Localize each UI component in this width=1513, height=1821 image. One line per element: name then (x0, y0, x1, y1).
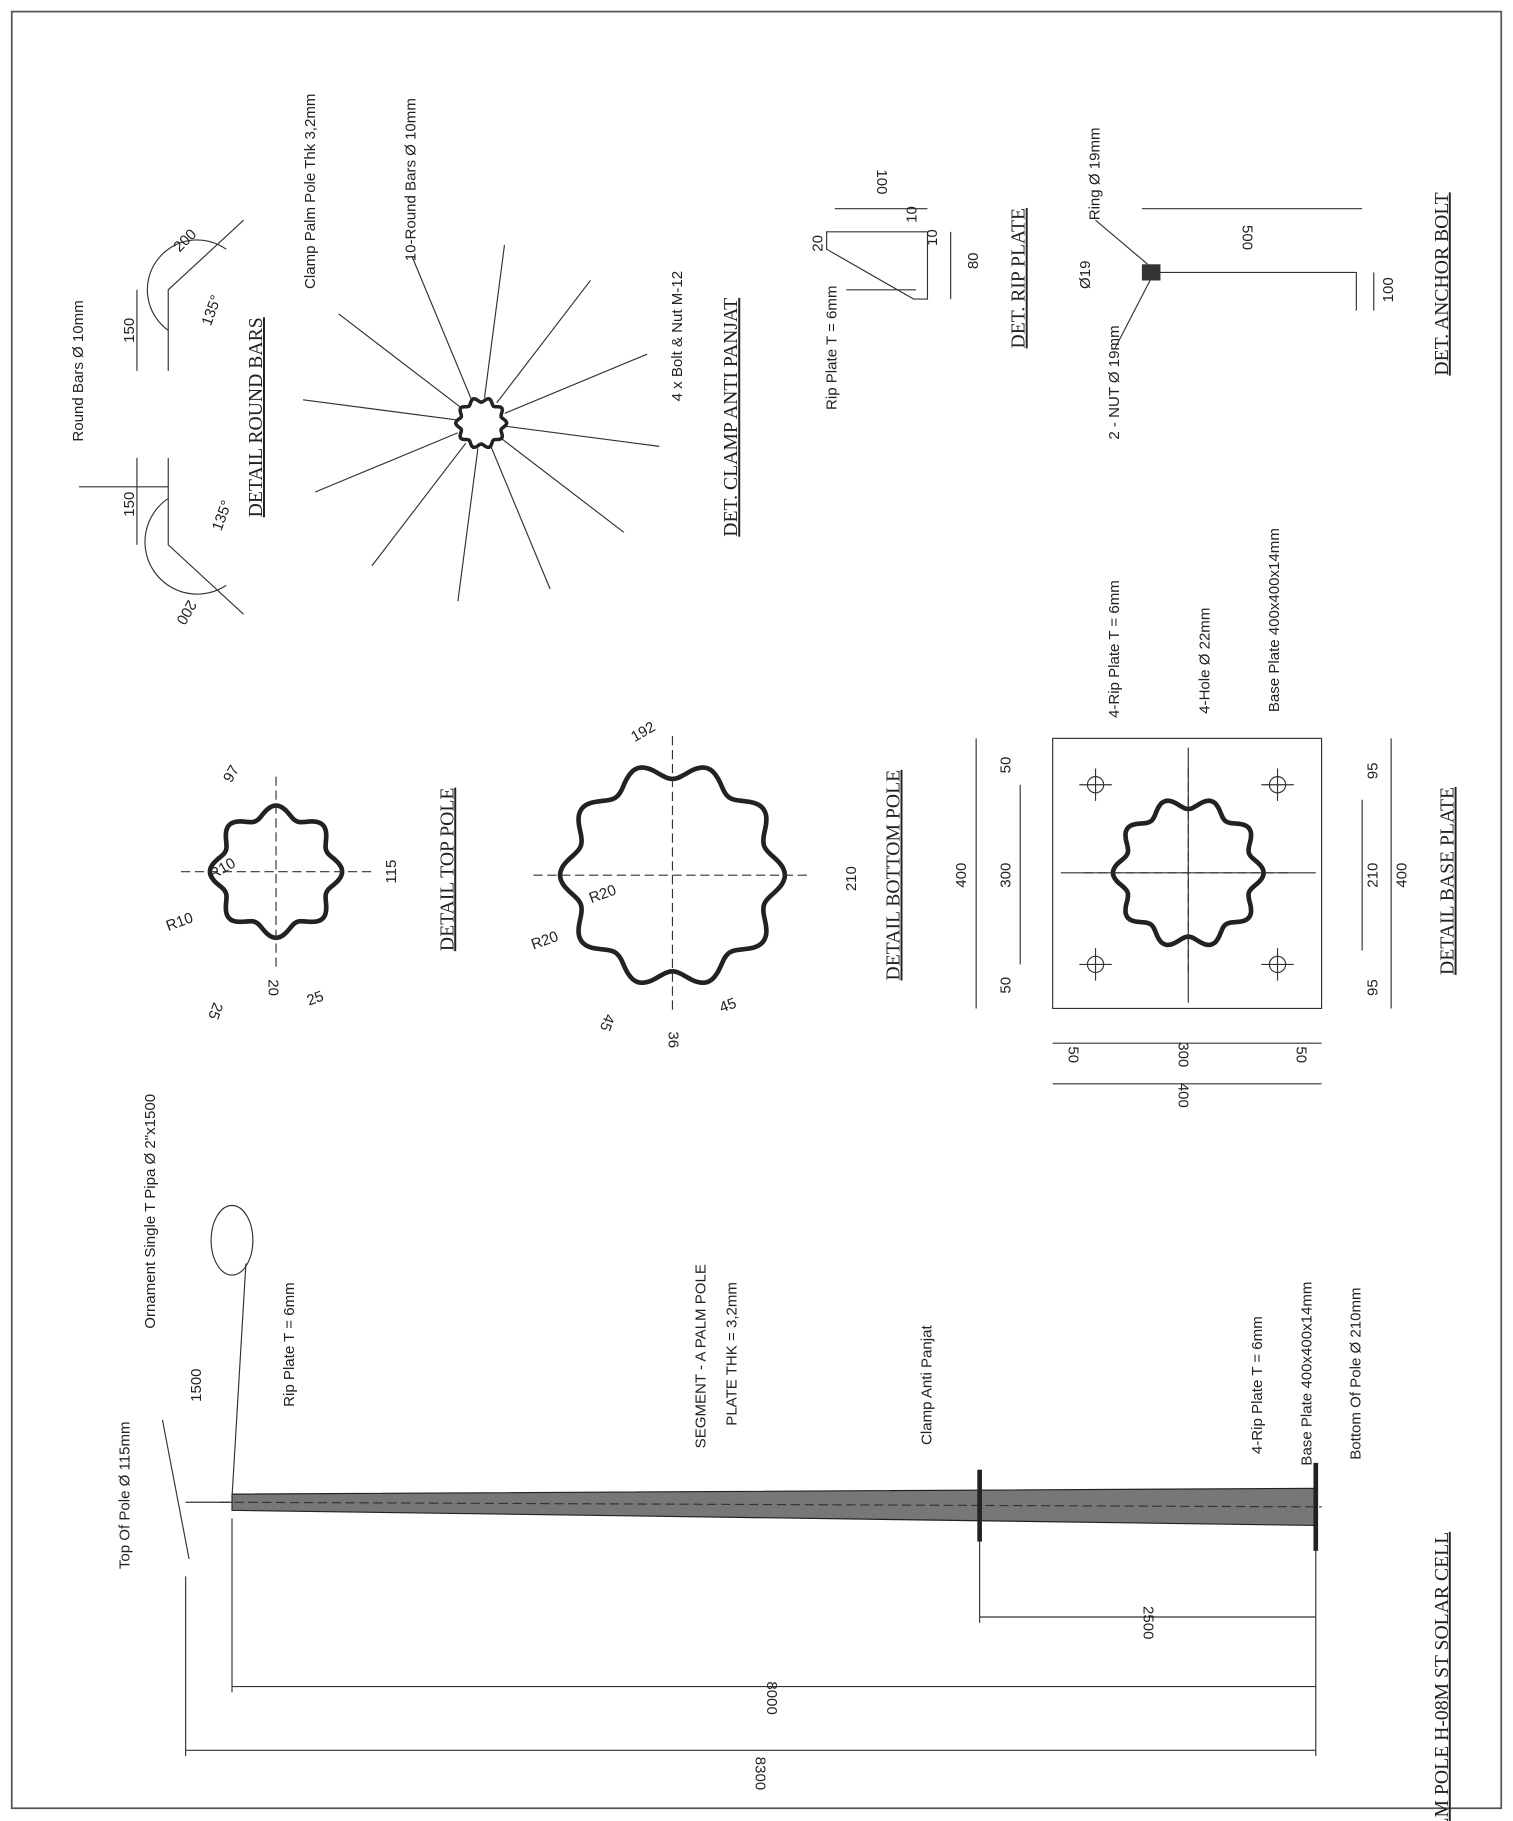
dimension-label: Ring Ø 19mm (1087, 127, 1104, 220)
dimension-label: 100 (1380, 277, 1397, 302)
dimension-label: 192 (628, 718, 658, 745)
dimension-label: Base Plate 400x400x14mm (1266, 528, 1283, 712)
dimension-label: 2 - NUT Ø 19mm (1106, 325, 1123, 439)
clamp-bar (372, 443, 466, 565)
dimension-label: 95 (1365, 762, 1382, 779)
clamp-ring (456, 399, 507, 448)
dimension-label: 200 (172, 597, 199, 627)
dimension-label: 300 (997, 863, 1014, 888)
dimension-label: Clamp Palm Pole Thk 3,2mm (302, 94, 319, 289)
dimension-label: 210 (1365, 863, 1382, 888)
dimension-label: 4-Rip Plate T = 6mm (1106, 580, 1123, 718)
dimension-label: 45 (596, 1012, 618, 1034)
dimension-label: R10 (206, 855, 238, 884)
dimension-label: 300 (1174, 1042, 1191, 1067)
dimension-label: 4 x Bolt & Nut M-12 (669, 271, 686, 401)
dimension-label: Rip Plate T = 6mm (281, 1282, 298, 1406)
dimension-label: 200 (170, 226, 200, 256)
dimension-label: 45 (717, 995, 739, 1017)
pole-drawing (162, 1205, 1321, 1756)
base-plate-drawing (976, 738, 1391, 1083)
clamp-bar (491, 447, 550, 589)
dimension-label: 500 (1238, 225, 1255, 250)
sheet-border (12, 12, 1501, 1809)
clamp-bar (497, 280, 591, 402)
section-title: DETAIL BASE PLATE (1437, 787, 1459, 975)
clamp-bar (506, 426, 659, 446)
dimension-label: 4-Rip Plate T = 6mm (1249, 1316, 1266, 1454)
clamp-bar (315, 433, 457, 492)
dimension-label: Ø19 (1077, 260, 1094, 288)
round-bars-drawing (79, 220, 244, 614)
dimension-label: 25 (204, 1000, 226, 1022)
section-title: DET. RIP PLATE (1008, 208, 1030, 349)
dimension-label: R20 (587, 882, 619, 907)
dimension-label: 150 (121, 492, 138, 517)
dimension-label: 20 (809, 235, 826, 252)
dimension-label: 10 (903, 206, 920, 223)
section-title: DET. CLAMP ANTI PANJAT (720, 298, 742, 537)
drawing-sheet: DETAIL ROUND BARS Round Bars Ø 10mm 150 135… (0, 0, 1513, 1821)
dimension-label: 115 (383, 860, 400, 884)
dimension-label: 80 (965, 252, 982, 269)
dimension-label: 8000 (763, 1681, 780, 1714)
dimension-label: 8300 (751, 1757, 768, 1790)
dimension-label: 97 (220, 763, 243, 786)
dimension-label: Clamp Anti Panjat (918, 1325, 935, 1445)
dimension-label: Base Plate 400x400x14mm (1299, 1282, 1316, 1466)
dimension-label: 210 (843, 866, 860, 891)
dimension-label: 4-Hole Ø 22mm (1197, 608, 1214, 714)
clamp-bar (501, 439, 623, 533)
dimension-label: 50 (1064, 1046, 1081, 1063)
dimension-label: Round Bars Ø 10mm (70, 300, 87, 441)
dimension-label: SEGMENT - A PALM POLE (692, 1264, 709, 1448)
dimension-label: 50 (1293, 1046, 1310, 1063)
dimension-label: R20 (529, 928, 561, 953)
dimension-label: 135° (209, 498, 236, 533)
clamp-bar (303, 400, 456, 420)
section-title: DETAIL ROUND BARS (245, 317, 267, 517)
clamp-bar (412, 257, 471, 399)
dimension-label: Top Of Pole Ø 115mm (116, 1421, 133, 1569)
dimension-label: PLATE THK = 3,2mm (724, 1282, 741, 1426)
dimension-label: 50 (997, 757, 1014, 774)
dimension-label: 10 (924, 229, 941, 246)
rip-plate-drawing (827, 209, 951, 299)
dimension-label: 150 (121, 318, 138, 343)
anchor-bolt-drawing (1096, 209, 1374, 348)
clamp-bar (505, 354, 647, 413)
clamp-bar (339, 314, 461, 408)
dimension-label: R10 (164, 909, 196, 934)
dimension-label: 50 (997, 977, 1014, 994)
dimension-label: Rip Plate T = 6mm (823, 286, 840, 410)
dimension-label: 1500 (188, 1368, 205, 1401)
dimension-label: 400 (953, 863, 970, 888)
dimension-label: 400 (1394, 863, 1411, 888)
dimension-label: 2500 (1140, 1606, 1157, 1639)
dimension-label: 10-Round Bars Ø 10mm (403, 98, 420, 261)
section-title: DET. ANCHOR BOLT (1431, 192, 1453, 375)
dimension-label: 36 (664, 1031, 681, 1048)
dimension-label: 25 (304, 988, 326, 1010)
dimension-label: Bottom Of Pole Ø 210mm (1347, 1287, 1364, 1459)
clamp-bar (485, 245, 505, 398)
section-title: DETAIL BOTTOM POLE (883, 770, 905, 981)
dimension-label: 100 (873, 169, 890, 194)
section-title: PALM POLE H-08M ST SOLAR CELL (1431, 1532, 1453, 1821)
dimension-label: 95 (1365, 979, 1382, 996)
dimension-label: 20 (265, 979, 282, 996)
dimension-label: 400 (1174, 1083, 1191, 1108)
dimension-label: 135° (198, 293, 225, 328)
dimension-label: Ornament Single T Pipa Ø 2"x1500 (142, 1094, 159, 1329)
clamp-bar (458, 448, 478, 601)
section-title: DETAIL TOP POLE (436, 788, 458, 952)
